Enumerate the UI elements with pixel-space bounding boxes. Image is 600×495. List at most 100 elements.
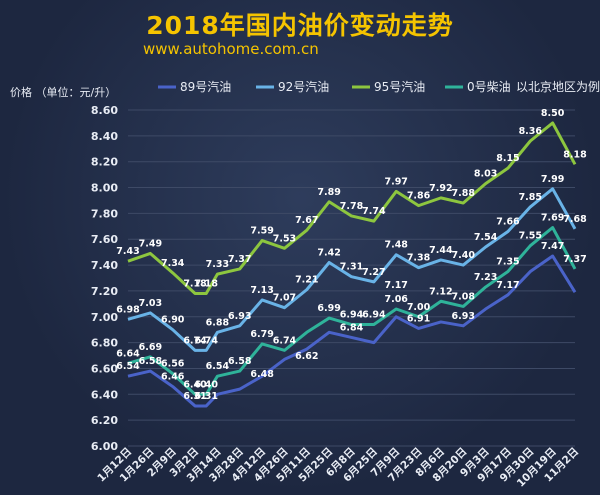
data-label: 7.66 [496, 216, 520, 227]
data-label: 7.55 [519, 231, 542, 242]
data-label: 6.74 [183, 335, 207, 346]
data-label: 7.18 [183, 279, 207, 290]
legend-item: 0号柴油 [467, 80, 511, 94]
data-label: 7.85 [519, 192, 542, 203]
data-label: 6.91 [407, 313, 430, 324]
data-label: 6.94 [340, 310, 364, 321]
data-label: 6.54 [116, 361, 140, 372]
data-label: 7.18 [194, 279, 218, 290]
chart-subtitle: www.autohome.com.cn [143, 40, 319, 58]
y-tick-label: 6.00 [91, 440, 118, 453]
data-label: 7.89 [317, 187, 340, 198]
data-label: 7.08 [452, 291, 476, 302]
y-axis-ticks: 6.00 6.20 6.40 6.60 6.80 7.00 7.20 7.40 7.60 7.80… [91, 104, 118, 453]
data-label: 7.33 [206, 259, 229, 270]
data-label: 7.53 [273, 233, 296, 244]
data-label: 7.99 [541, 174, 564, 185]
chart-title: 2018年国内油价变动走势 [146, 11, 454, 40]
data-label: 7.86 [407, 191, 431, 202]
data-label: 8.50 [541, 108, 565, 119]
series-line [127, 187, 577, 352]
legend-item: 92号汽油 [278, 79, 329, 94]
data-label: 7.03 [139, 298, 162, 309]
y-tick-label: 7.80 [91, 207, 118, 220]
data-label: 7.23 [474, 272, 497, 283]
data-label: 7.88 [452, 188, 476, 199]
y-tick-label: 7.60 [91, 233, 118, 246]
data-label: 6.64 [116, 348, 140, 359]
y-tick-label: 6.20 [91, 414, 118, 427]
data-label: 7.97 [384, 176, 407, 187]
data-label: 7.31 [340, 262, 363, 273]
y-tick-label: 6.80 [91, 337, 118, 350]
data-label: 7.38 [407, 253, 431, 264]
region-note: 以北京地区为例 [516, 80, 600, 94]
x-axis-ticks: 1月12日1月26日2月9日3月2日3月14日3月28日4月12日4月26日5月… [95, 446, 581, 490]
data-label: 6.56 [161, 359, 185, 370]
data-label: 7.78 [340, 201, 364, 212]
data-label: 8.18 [563, 149, 587, 160]
data-label: 7.43 [116, 246, 139, 257]
data-label: 8.36 [519, 126, 543, 137]
data-label: 6.40 [194, 379, 218, 390]
y-tick-label: 7.00 [91, 311, 118, 324]
data-label: 6.58 [139, 356, 163, 367]
y-axis-label: 价格 （单位：元/升） [10, 85, 116, 99]
data-label: 7.69 [541, 213, 564, 224]
data-label: 6.48 [250, 369, 274, 380]
data-label: 7.27 [362, 267, 385, 278]
y-tick-label: 6.60 [91, 362, 118, 375]
data-label: 6.74 [194, 335, 218, 346]
data-label: 6.62 [295, 351, 318, 362]
series-line [127, 254, 577, 408]
data-label: 6.69 [139, 342, 162, 353]
series-line [127, 226, 577, 396]
data-label: 6.84 [340, 322, 364, 333]
y-tick-label: 8.00 [91, 182, 118, 195]
y-tick-label: 7.20 [91, 285, 118, 298]
data-label: 8.15 [496, 153, 519, 164]
series-lines [127, 121, 577, 408]
data-label: 7.34 [161, 258, 185, 269]
data-label: 7.07 [273, 293, 296, 304]
data-label: 7.47 [541, 241, 564, 252]
series-line [127, 121, 577, 296]
data-label: 6.88 [206, 317, 230, 328]
data-label: 6.74 [273, 335, 297, 346]
data-label: 6.90 [161, 315, 185, 326]
data-label: 7.06 [384, 294, 408, 305]
data-label: 7.44 [429, 245, 453, 256]
legend-item: 89号汽油 [180, 79, 231, 94]
legend: 89号汽油 92号汽油 95号汽油 0号柴油 以北京地区为例 [158, 79, 600, 94]
data-label: 7.17 [496, 280, 519, 291]
data-label: 6.31 [183, 391, 206, 402]
data-label: 7.37 [228, 254, 251, 265]
data-labels: 6.546.586.466.316.316.91 6.936.987.036.90… [116, 108, 587, 402]
y-tick-label: 7.40 [91, 259, 118, 272]
data-label: 7.68 [563, 214, 587, 225]
data-label: 8.03 [474, 169, 497, 180]
data-label: 6.93 [452, 311, 475, 322]
data-label: 6.31 [194, 391, 217, 402]
y-tick-label: 6.40 [91, 388, 118, 401]
data-label: 7.54 [474, 232, 498, 243]
data-label: 6.54 [206, 361, 230, 372]
data-label: 7.40 [452, 250, 476, 261]
y-tick-label: 8.60 [91, 104, 118, 117]
data-label: 6.46 [161, 372, 185, 383]
data-label: 7.48 [384, 240, 408, 251]
y-tick-label: 8.20 [91, 156, 118, 169]
data-label: 7.37 [563, 254, 586, 265]
legend-item: 95号汽油 [374, 79, 425, 94]
data-label: 7.21 [295, 275, 318, 286]
data-label: 7.42 [317, 247, 340, 258]
data-label: 6.79 [250, 329, 273, 340]
data-label: 7.49 [139, 238, 162, 249]
y-tick-label: 8.40 [91, 130, 118, 143]
gridlines [128, 109, 575, 447]
data-label: 6.99 [317, 303, 340, 314]
data-label: 6.58 [228, 356, 252, 367]
data-label: 7.12 [429, 286, 452, 297]
data-label: 7.67 [295, 215, 318, 226]
